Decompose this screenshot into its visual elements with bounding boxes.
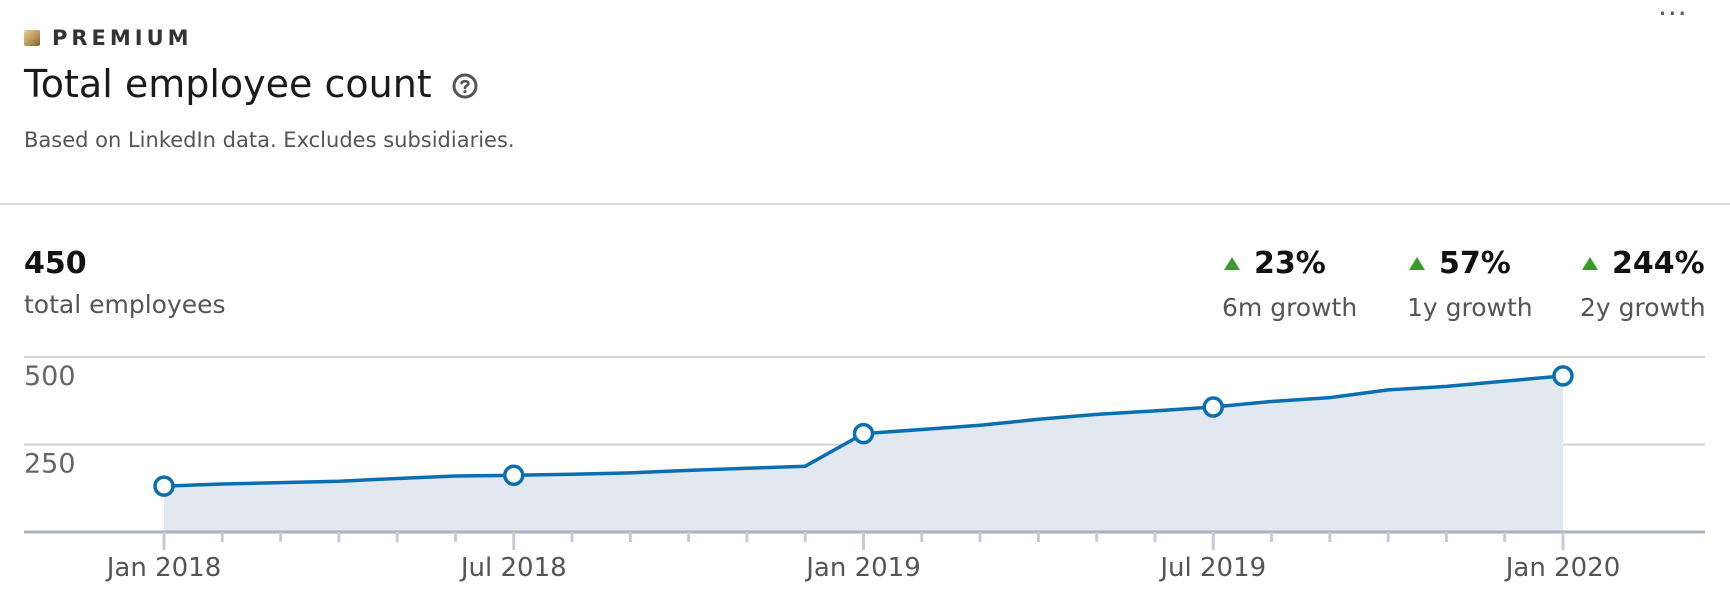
x-tick-label: Jul 2018 bbox=[459, 553, 567, 583]
data-point-marker bbox=[153, 475, 175, 497]
growth-value: 244% bbox=[1612, 246, 1705, 281]
section-divider bbox=[0, 203, 1730, 205]
y-tick-label: 250 bbox=[24, 449, 76, 480]
growth-up-icon bbox=[1409, 257, 1425, 270]
premium-badge-row: PREMIUM bbox=[24, 26, 193, 50]
growth-2y: 244% 2y growth bbox=[1580, 246, 1706, 322]
data-point-marker bbox=[503, 464, 525, 487]
growth-label: 1y growth bbox=[1407, 293, 1533, 322]
growth-6m: 23% 6m growth bbox=[1222, 246, 1357, 322]
premium-label: PREMIUM bbox=[52, 26, 193, 50]
x-tick-label: Jan 2019 bbox=[804, 553, 921, 583]
data-point-marker bbox=[852, 422, 875, 445]
title-row: Total employee count bbox=[24, 62, 478, 106]
data-point-marker bbox=[1552, 365, 1574, 387]
total-employees-value: 450 bbox=[24, 246, 87, 281]
growth-up-icon bbox=[1224, 257, 1240, 270]
page-title: Total employee count bbox=[24, 62, 432, 106]
growth-label: 6m growth bbox=[1222, 293, 1358, 322]
more-options-button[interactable]: ... bbox=[1658, 0, 1688, 22]
growth-up-icon bbox=[1582, 257, 1598, 270]
area-fill bbox=[164, 375, 1563, 532]
growth-label: 2y growth bbox=[1580, 293, 1706, 322]
growth-value: 23% bbox=[1254, 246, 1326, 281]
subtitle: Based on LinkedIn data. Excludes subsidi… bbox=[24, 128, 515, 152]
growth-1y: 57% 1y growth bbox=[1407, 246, 1533, 322]
help-icon[interactable] bbox=[452, 73, 478, 99]
premium-icon bbox=[24, 30, 40, 46]
growth-value: 57% bbox=[1439, 246, 1511, 281]
x-tick-label: Jul 2019 bbox=[1158, 553, 1266, 583]
x-tick-label: Jan 2018 bbox=[105, 553, 222, 583]
x-tick-label: Jan 2020 bbox=[1504, 553, 1621, 583]
y-tick-label: 500 bbox=[24, 361, 76, 392]
data-point-marker bbox=[1202, 396, 1224, 418]
total-employees-label: total employees bbox=[24, 290, 226, 319]
